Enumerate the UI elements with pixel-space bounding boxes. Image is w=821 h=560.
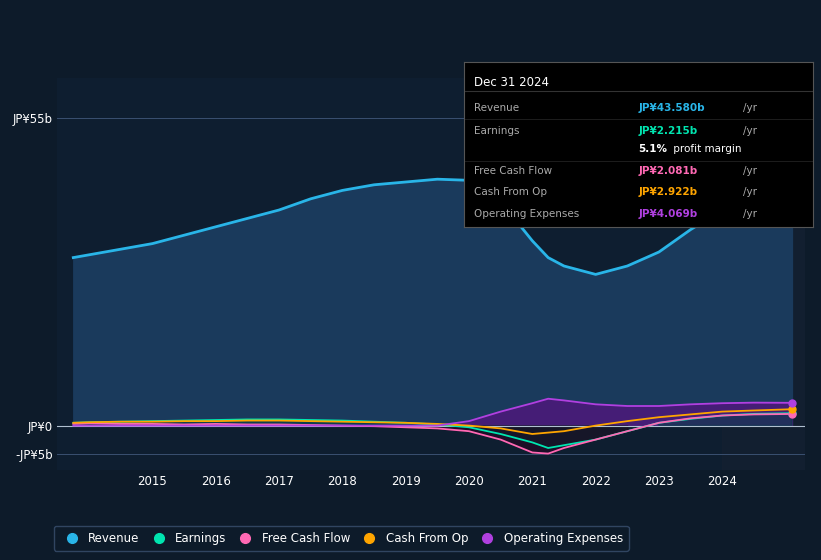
Text: /yr: /yr <box>743 187 757 197</box>
Text: /yr: /yr <box>743 126 757 136</box>
Text: Cash From Op: Cash From Op <box>475 187 548 197</box>
Legend: Revenue, Earnings, Free Cash Flow, Cash From Op, Operating Expenses: Revenue, Earnings, Free Cash Flow, Cash … <box>54 526 629 550</box>
Text: JP¥2.081b: JP¥2.081b <box>639 166 698 176</box>
Text: JP¥43.580b: JP¥43.580b <box>639 103 705 113</box>
Text: /yr: /yr <box>743 166 757 176</box>
Text: /yr: /yr <box>743 208 757 218</box>
Text: Dec 31 2024: Dec 31 2024 <box>475 77 549 90</box>
Text: JP¥4.069b: JP¥4.069b <box>639 208 698 218</box>
Text: 5.1%: 5.1% <box>639 144 667 154</box>
Text: /yr: /yr <box>743 103 757 113</box>
Text: Free Cash Flow: Free Cash Flow <box>475 166 553 176</box>
Text: JP¥2.922b: JP¥2.922b <box>639 187 698 197</box>
Text: Revenue: Revenue <box>475 103 520 113</box>
Text: Earnings: Earnings <box>475 126 520 136</box>
Text: profit margin: profit margin <box>670 144 741 154</box>
Text: Operating Expenses: Operating Expenses <box>475 208 580 218</box>
Text: JP¥2.215b: JP¥2.215b <box>639 126 698 136</box>
Bar <box>722 78 805 470</box>
